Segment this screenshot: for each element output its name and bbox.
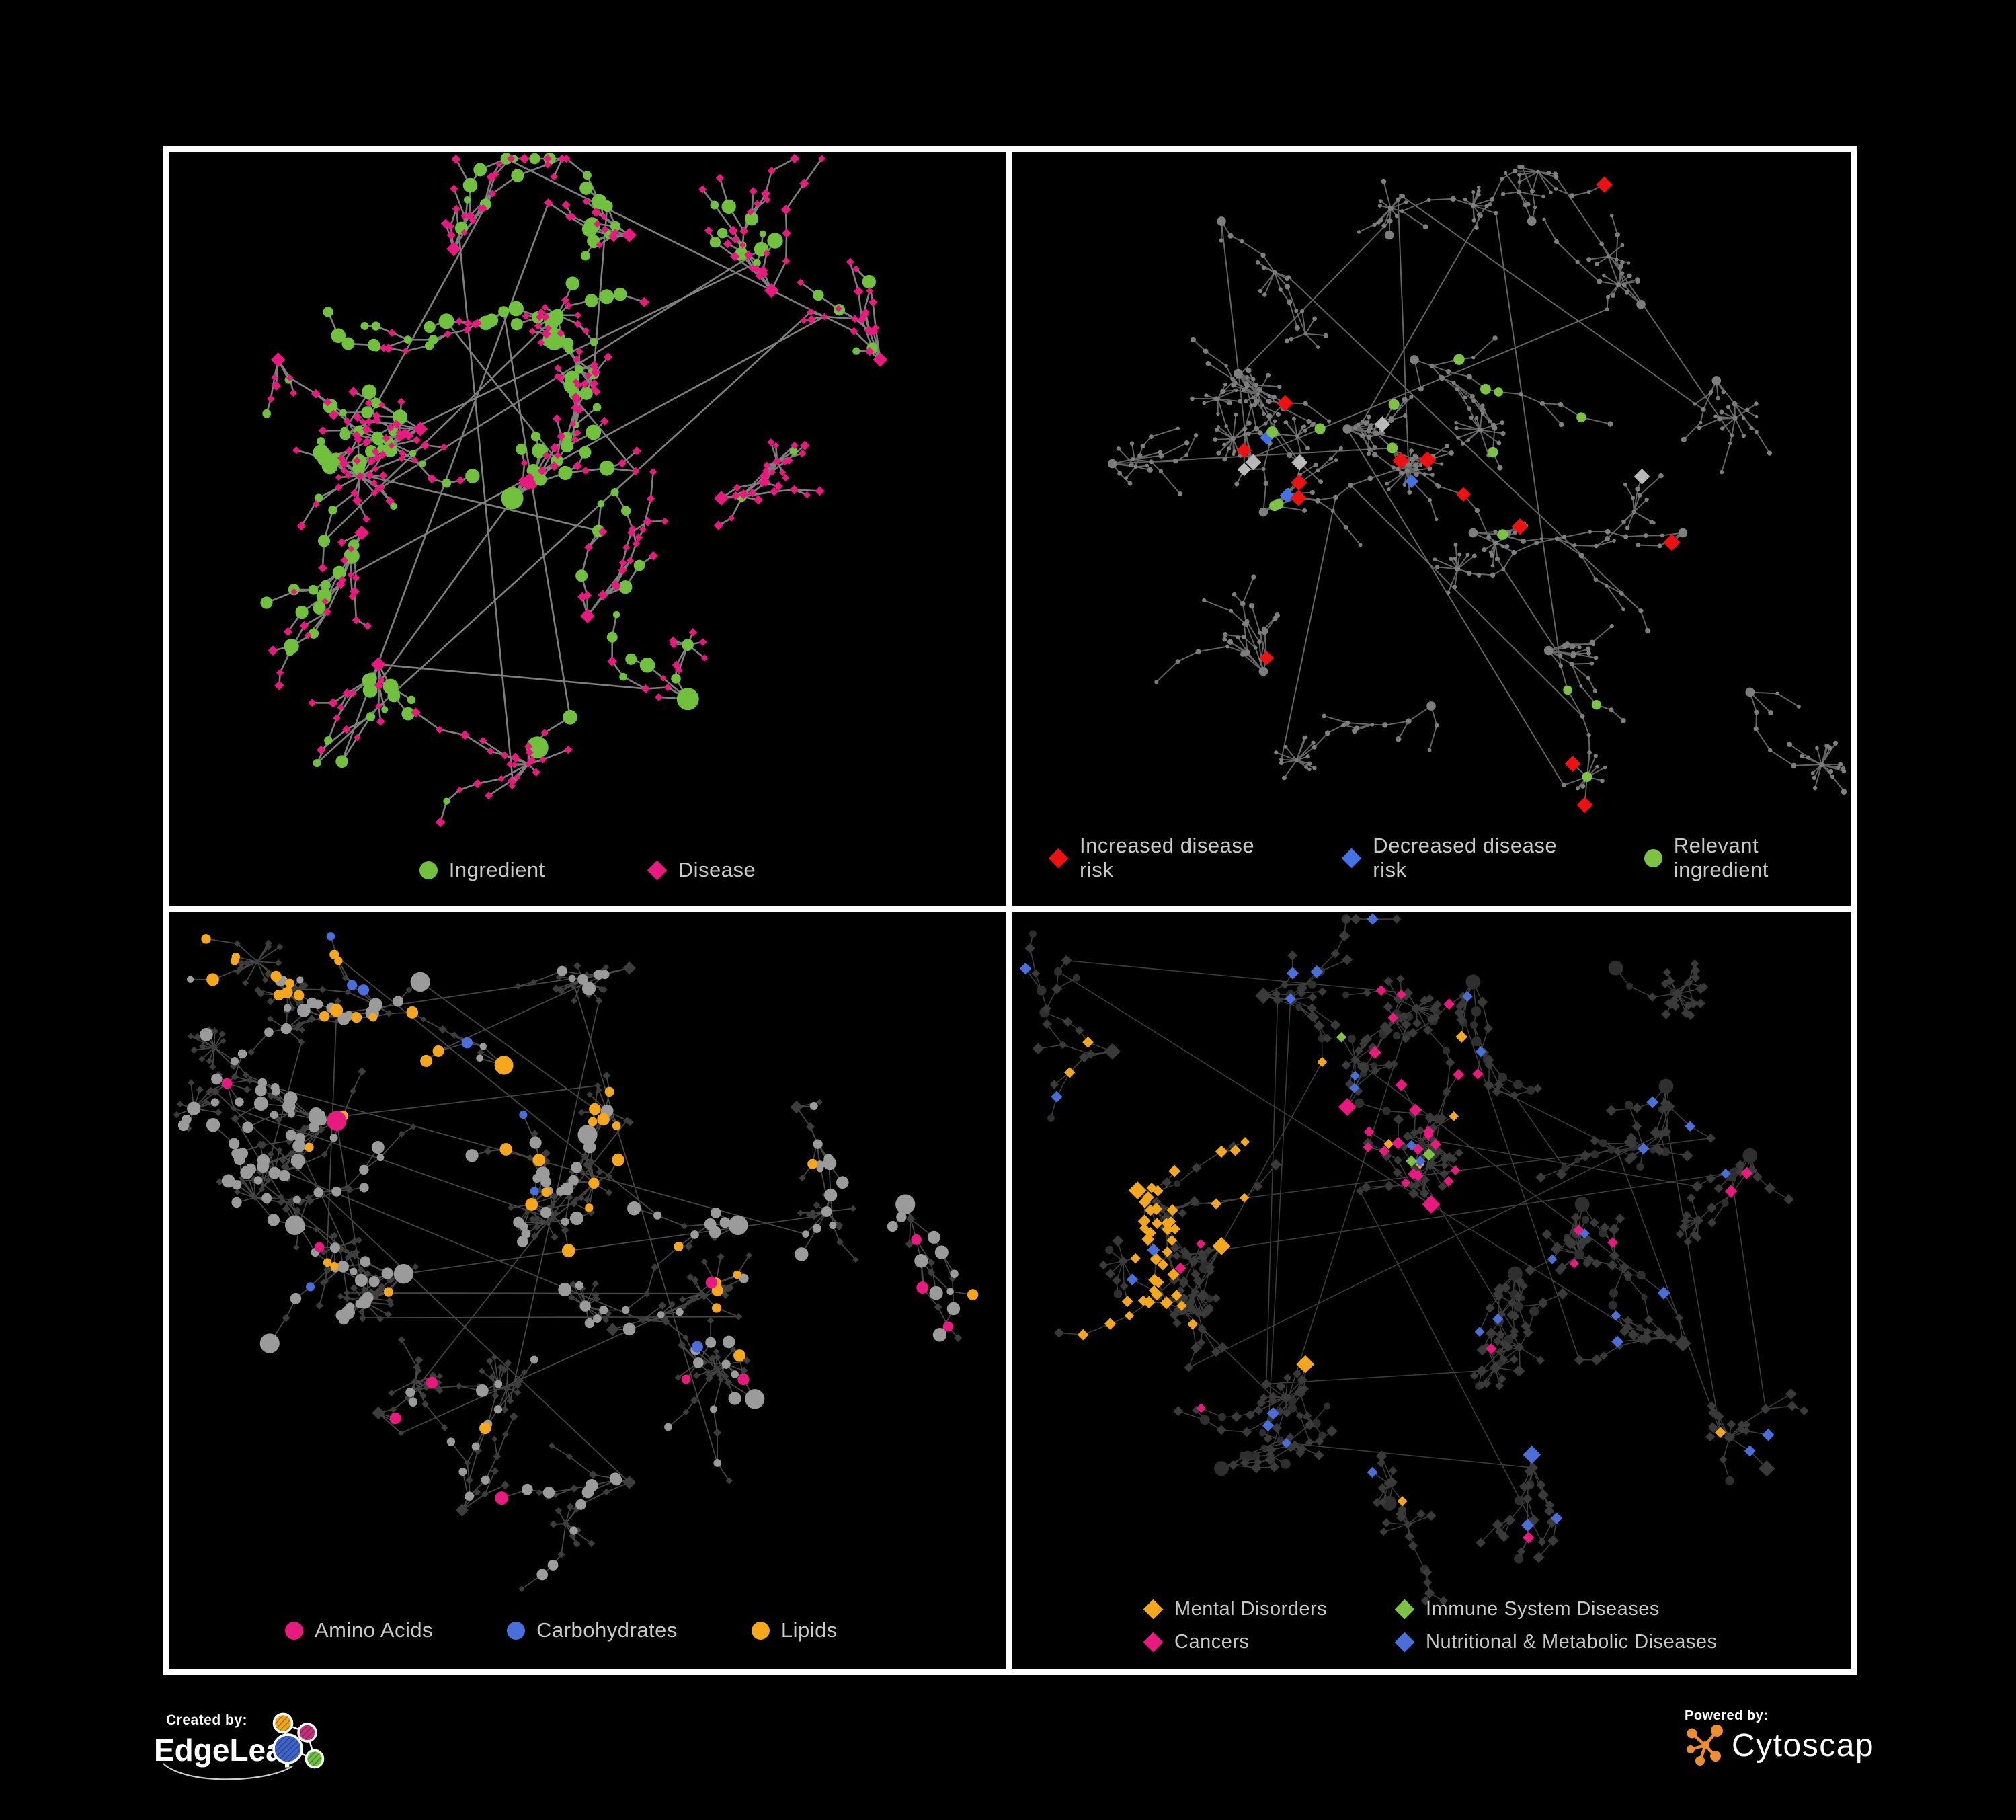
network-disease-classes <box>1019 913 1809 1606</box>
legend-nutrient-classes: Amino Acids Carbohydrates Lipids <box>169 1618 1006 1643</box>
legend-disease-risk: Increased disease risk Decreased disease … <box>1012 834 1851 882</box>
panel-ingredient-disease: Ingredient Disease <box>169 152 1006 906</box>
node-group-disease-other <box>1024 914 1809 1606</box>
node-group-increased-risk <box>1236 176 1681 814</box>
legend-marker-diamond <box>647 860 668 880</box>
legend-label: Relevant ingredient <box>1673 834 1769 881</box>
cytoscape-credit: Powered by: Cytoscape <box>1674 1702 1892 1781</box>
network-edges <box>1111 166 1845 805</box>
node-group-carbohydrates <box>306 932 703 1353</box>
legend-marker-circle <box>1644 848 1662 867</box>
legend-disease-classes: Mental Disorders Immune System Diseases Ca… <box>1012 1598 1851 1653</box>
legend-item-relevant-ingredient: Relevant ingredient <box>1644 834 1851 882</box>
edgeleap-credit: Created by: EdgeLeap <box>151 1704 346 1787</box>
legend-label: Lipids <box>780 1618 838 1642</box>
legend-label: Cancers <box>1174 1631 1250 1653</box>
node-group-amino-acids <box>221 1078 953 1505</box>
legend-item-cancers: Cancers <box>1143 1631 1395 1653</box>
legend-marker-circle <box>507 1621 526 1640</box>
network-disease-risk <box>1107 164 1847 814</box>
legend-marker-circle <box>419 861 438 879</box>
legend-label: Disease <box>678 858 756 881</box>
panel-nutrient-classes: Amino Acids Carbohydrates Lipids <box>169 912 1006 1669</box>
edgeleap-logo: Created by: EdgeLeap <box>154 1712 325 1780</box>
legend-item-carbohydrates: Carbohydrates <box>507 1618 678 1643</box>
cytoscape-logo: Powered by: Cytoscape <box>1685 1708 1892 1766</box>
legend-label: Carbohydrates <box>536 1618 678 1642</box>
legend-item-increased-disease-risk: Increased disease risk <box>1048 834 1284 882</box>
legend-marker-diamond <box>1394 1632 1415 1653</box>
legend-item-nutritional-metabolic-diseases: Nutritional & Metabolic Diseases <box>1394 1631 1851 1653</box>
panel-disease-risk: Increased disease risk Decreased disease … <box>1012 152 1851 906</box>
panels-frame: Ingredient Disease Increased disease risk… <box>163 146 1857 1675</box>
node-group-background-node <box>1107 164 1847 795</box>
legend-item-lipids: Lipids <box>751 1618 838 1643</box>
legend-marker-diamond <box>1394 1599 1415 1620</box>
legend-label: Decreased disease risk <box>1373 834 1558 881</box>
panel-divider-horizontal <box>169 906 1851 912</box>
legend-label: Nutritional & Metabolic Diseases <box>1426 1631 1718 1653</box>
node-group-relevant-ingredient <box>1266 354 1602 782</box>
legend-item-disease: Disease <box>647 858 756 882</box>
legend-marker-circle <box>285 1621 303 1640</box>
node-group-cancers <box>1174 985 1753 1544</box>
cytoscape-icon-nodes <box>1687 1725 1723 1766</box>
legend-label: Immune System Diseases <box>1426 1598 1660 1620</box>
legend-label: Increased disease risk <box>1080 834 1255 881</box>
legend-label: Ingredient <box>448 858 545 881</box>
network-nutrient-classes <box>173 932 979 1593</box>
legend-item-decreased-disease-risk: Decreased disease risk <box>1341 834 1586 882</box>
node-group-disease <box>267 153 888 828</box>
legend-marker-diamond <box>1143 1599 1164 1620</box>
legend-marker-circle <box>751 1621 770 1640</box>
legend-marker-diamond <box>1048 848 1069 868</box>
edgeleap-swoosh <box>163 1763 293 1780</box>
panel-disease-classes: Mental Disorders Immune System Diseases Ca… <box>1012 912 1851 1669</box>
legend-item-mental-disorders: Mental Disorders <box>1143 1598 1395 1620</box>
created-by-label: Created by: <box>166 1712 247 1728</box>
node-group-immune-system <box>1336 1032 1435 1167</box>
legend-marker-diamond <box>1341 848 1362 868</box>
legend-item-amino-acids: Amino Acids <box>285 1618 433 1643</box>
edgeleap-graph-nodes <box>272 1712 325 1769</box>
legend-marker-diamond <box>1143 1632 1164 1653</box>
legend-ingredient-disease: Ingredient Disease <box>169 858 1006 882</box>
node-group-other-ingredient <box>177 965 961 1581</box>
legend-label: Mental Disorders <box>1174 1598 1328 1620</box>
legend-item-ingredient: Ingredient <box>419 858 545 882</box>
powered-by-label: Powered by: <box>1685 1708 1768 1723</box>
legend-item-immune-system-diseases: Immune System Diseases <box>1394 1598 1851 1620</box>
node-group-disease-dim <box>173 939 963 1593</box>
network-ingredient-disease <box>260 152 888 828</box>
cytoscape-brand: Cytoscape <box>1732 1728 1876 1764</box>
legend-label: Amino Acids <box>315 1618 434 1642</box>
